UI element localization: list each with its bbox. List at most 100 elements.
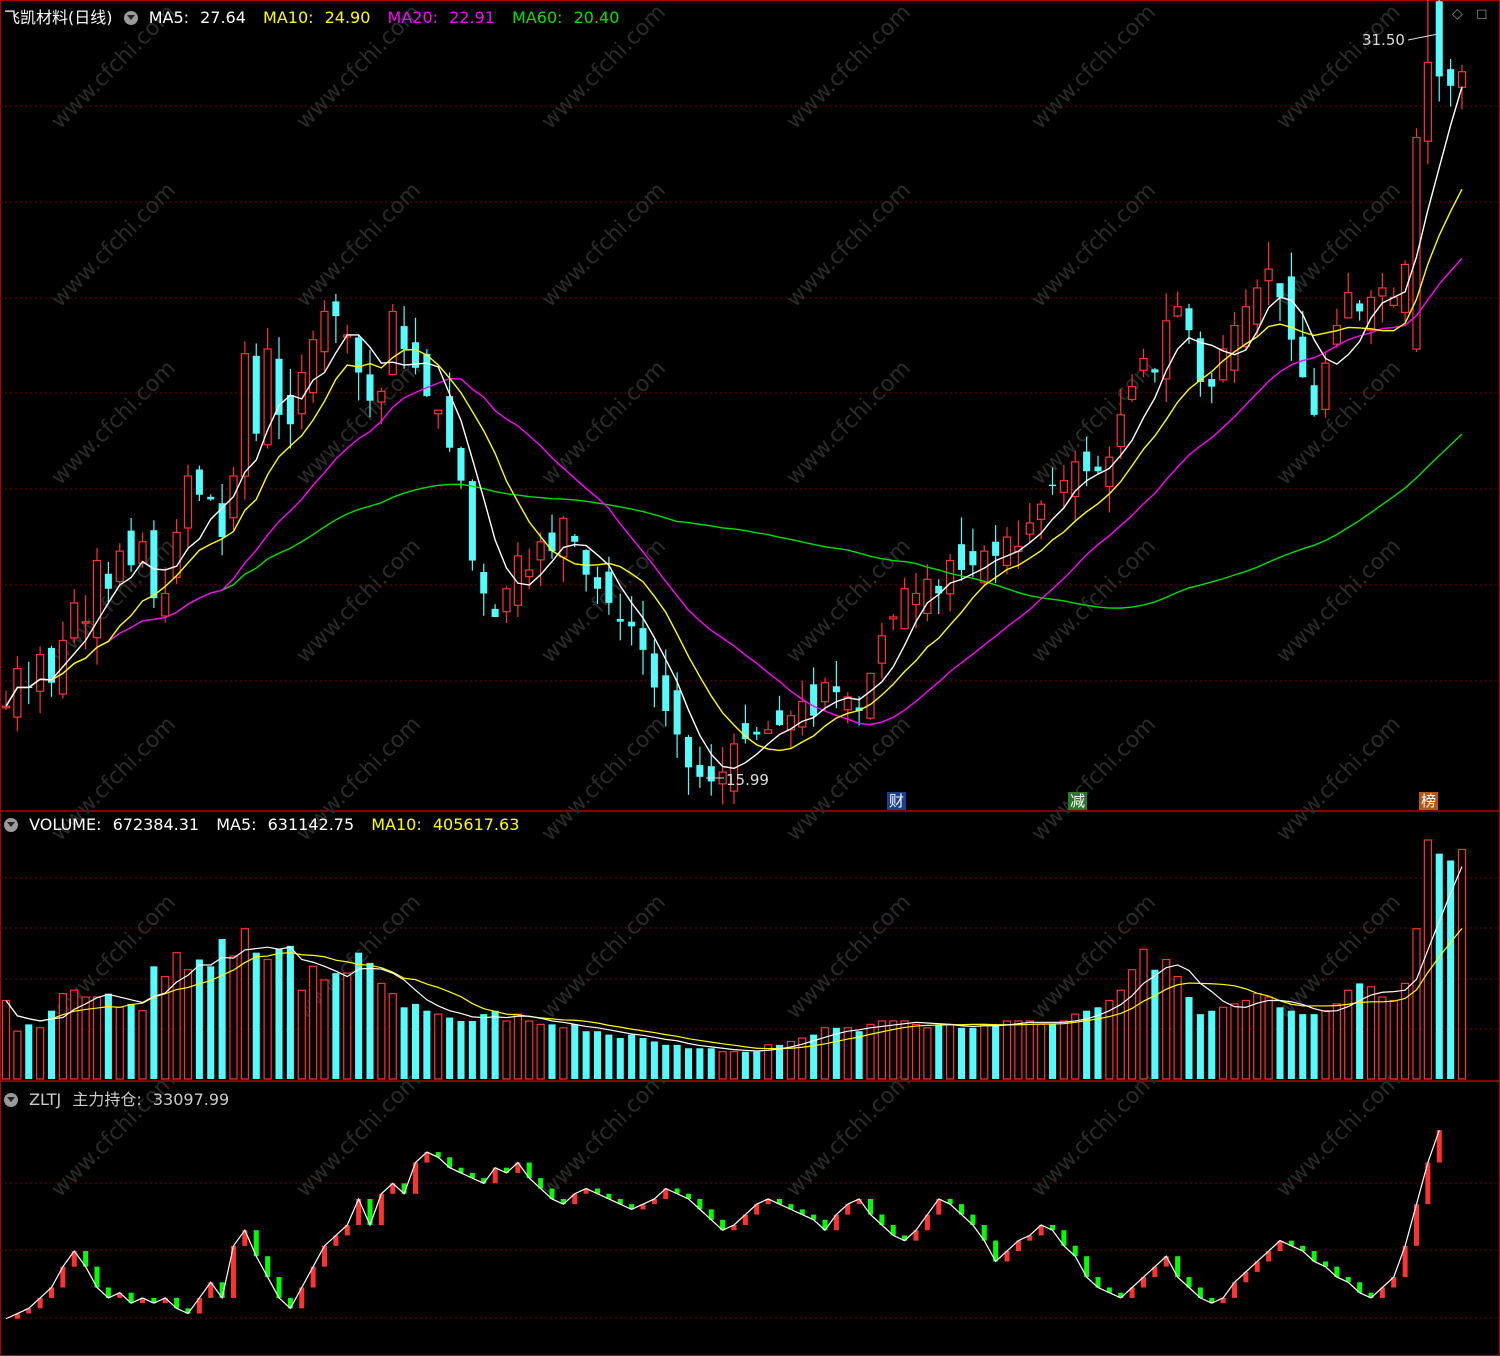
volume-bar bbox=[582, 1031, 590, 1079]
volume-bar bbox=[639, 1038, 647, 1079]
zltj-bar bbox=[208, 1282, 214, 1298]
volume-bar bbox=[763, 1044, 773, 1080]
volume-bar bbox=[718, 1051, 727, 1080]
watermark-text: www.cfchi.com bbox=[782, 1068, 916, 1202]
high-price-label: 31.50 bbox=[1362, 31, 1405, 49]
volume-menu-icon[interactable] bbox=[4, 818, 18, 832]
zltj-line bbox=[5, 1130, 1440, 1320]
volume-label: VOLUME: bbox=[29, 815, 102, 834]
volume-bar bbox=[1071, 1013, 1080, 1080]
zltj-bar bbox=[1209, 1297, 1215, 1304]
candle-body bbox=[1, 705, 11, 709]
zltj-menu-icon[interactable] bbox=[4, 1093, 18, 1107]
volume-bar bbox=[684, 1048, 693, 1079]
volume-bar bbox=[320, 979, 329, 1080]
volume-bar bbox=[1264, 996, 1273, 1080]
candle-body bbox=[1162, 320, 1171, 380]
zltj-bar bbox=[822, 1219, 828, 1231]
zltj-bar bbox=[629, 1204, 635, 1210]
zltj-bar bbox=[1061, 1230, 1067, 1246]
volume-header: VOLUME: 672384.31 MA5: 631142.75 MA10: 4… bbox=[4, 815, 531, 834]
candle-body bbox=[434, 409, 443, 415]
volume-bar bbox=[58, 993, 68, 1080]
volume-bar bbox=[513, 1013, 523, 1080]
volume-bar bbox=[1162, 958, 1171, 1080]
volume-bar bbox=[127, 1003, 135, 1079]
event-list-tag[interactable]: 榜 bbox=[1419, 792, 1439, 810]
zltj-bar bbox=[879, 1214, 885, 1225]
candle-body bbox=[1139, 357, 1148, 371]
event-finance-tag[interactable]: 财 bbox=[887, 792, 907, 810]
watermark-text: www.cfchi.com bbox=[1027, 712, 1161, 846]
ma5-line bbox=[5, 86, 1463, 770]
zltj-bars bbox=[14, 1130, 1442, 1319]
volume-bar bbox=[229, 955, 238, 1080]
zltj-bar bbox=[322, 1245, 327, 1267]
volume-bar bbox=[935, 1024, 943, 1079]
volume-bar bbox=[1310, 1014, 1318, 1079]
zltj-bar bbox=[765, 1198, 771, 1205]
zltj-bar bbox=[1118, 1292, 1124, 1298]
candle-body bbox=[707, 766, 715, 782]
volume-bar bbox=[1412, 928, 1421, 1080]
ma60-line bbox=[5, 433, 1463, 707]
zltj-bar bbox=[674, 1188, 680, 1194]
volume-bar bbox=[832, 1027, 840, 1079]
candle-body bbox=[115, 550, 124, 583]
zltj-bar bbox=[686, 1193, 691, 1199]
ma20-label: MA20: bbox=[387, 8, 439, 27]
candle-body bbox=[1344, 292, 1353, 319]
volume-bar bbox=[866, 1023, 875, 1080]
candle-body bbox=[1435, 1, 1443, 77]
zltj-bar bbox=[526, 1162, 532, 1179]
volume-bar bbox=[1447, 860, 1455, 1079]
zltj-bar bbox=[1254, 1261, 1260, 1272]
candle-body bbox=[1105, 456, 1114, 488]
zltj-bar bbox=[1163, 1256, 1169, 1267]
volume-ma10-value: 405617.63 bbox=[432, 815, 520, 834]
candle-body bbox=[786, 715, 796, 731]
volume-bar bbox=[25, 1024, 33, 1079]
zltj-bar bbox=[617, 1198, 623, 1205]
volume-bar bbox=[571, 1024, 579, 1079]
volume-ma-lines bbox=[5, 866, 1463, 1052]
candle-body bbox=[1218, 348, 1228, 381]
zltj-bar bbox=[1266, 1251, 1272, 1262]
kline-menu-icon[interactable] bbox=[123, 11, 138, 25]
volume-bar bbox=[446, 1017, 454, 1079]
restore-icon[interactable]: ◻ bbox=[1476, 6, 1488, 22]
candle-body bbox=[263, 348, 272, 446]
candle-body bbox=[411, 342, 420, 368]
zltj-bar bbox=[947, 1198, 953, 1205]
ma5-label: MA5: bbox=[148, 8, 190, 27]
watermark-text: www.cfchi.com bbox=[1027, 178, 1161, 312]
low-price-label: 15.99 bbox=[726, 771, 769, 789]
volume-bar bbox=[502, 1020, 511, 1080]
zltj-bar bbox=[1038, 1225, 1044, 1236]
volume-bar bbox=[423, 1010, 431, 1079]
volume-bar bbox=[1435, 853, 1443, 1079]
volume-ma5-line bbox=[5, 866, 1463, 1052]
volume-bar bbox=[1185, 997, 1193, 1079]
watermark-text: www.cfchi.com bbox=[782, 890, 916, 1024]
event-reduce-tag[interactable]: 减 bbox=[1068, 792, 1088, 810]
candle-body bbox=[1196, 338, 1204, 382]
zltj-bar bbox=[253, 1230, 259, 1257]
diamond-icon[interactable]: ◇ bbox=[1452, 6, 1463, 22]
candle-body bbox=[1264, 268, 1273, 282]
zltj-header: ZLTJ 主力持仓: 33097.99 bbox=[4, 1086, 241, 1110]
candle-body bbox=[1400, 263, 1410, 314]
candle-body bbox=[513, 555, 523, 606]
volume-bar bbox=[355, 952, 363, 1079]
zltj-bar bbox=[560, 1198, 566, 1205]
candle-body bbox=[662, 675, 670, 711]
zltj-bar bbox=[1379, 1287, 1385, 1298]
candle-body bbox=[593, 577, 602, 589]
zltj-bar bbox=[481, 1178, 487, 1184]
volume-bar bbox=[161, 975, 170, 1080]
stock-title[interactable]: 飞凯材料(日线) bbox=[4, 8, 113, 27]
zltj-bar bbox=[720, 1219, 726, 1231]
zltj-bar bbox=[14, 1313, 20, 1319]
zltj-bar bbox=[799, 1209, 805, 1215]
watermark-text: www.cfchi.com bbox=[292, 178, 426, 312]
